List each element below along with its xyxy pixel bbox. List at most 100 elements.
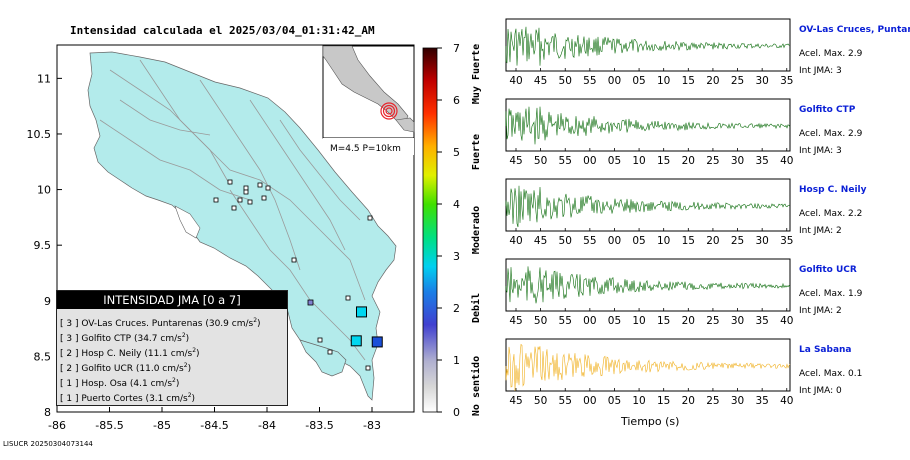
station-intensity: Int JMA: 0 [799, 386, 842, 396]
colorbar-tick-label: 7 [453, 42, 460, 55]
inset-map: M=4.5 P=10km [322, 45, 415, 155]
legend-item: [ 1 ] Puerto Cortes (3.1 cm/s2) [60, 392, 196, 404]
time-tick-label: 00 [583, 315, 596, 327]
time-tick-label: 55 [559, 155, 572, 167]
legend-list: [ 3 ] OV-Las Cruces. Puntarenas (30.9 cm… [57, 313, 287, 404]
colorbar-level-label: No sentido [470, 356, 482, 416]
time-tick-label: 50 [559, 75, 572, 87]
magnitude-label: M=4.5 P=10km [330, 144, 401, 154]
lon-axis: -86 -85.5 -85 -84.5 -84 -83.5 -83 [48, 407, 381, 432]
station-trace: 40 45 50 55 00 05 10 15 20 25 30 35 [505, 178, 793, 247]
time-tick-label: 10 [657, 75, 670, 87]
lat-tick-label: 11 [37, 72, 51, 85]
time-tick-label: 30 [731, 315, 744, 327]
station-trace: 45 50 55 00 05 10 15 20 25 30 35 40 [505, 258, 793, 327]
station-acel: Acel. Max. 0.1 [799, 369, 863, 379]
colorbar-tick-label: 2 [453, 302, 460, 315]
time-tick-label: 15 [657, 315, 670, 327]
intensity-colorbar: 0 1 2 3 4 5 6 7 No sentido Debil Moderado Fuerte Mu… [422, 42, 482, 419]
lat-tick-label: 9.5 [34, 239, 52, 252]
time-tick-label: 40 [509, 75, 522, 87]
time-tick-label: 05 [608, 395, 621, 407]
station-intensity: Int JMA: 3 [799, 66, 842, 76]
time-tick-label: 20 [706, 235, 719, 247]
time-tick-label: 00 [608, 235, 621, 247]
colorbar-tick-label: 5 [453, 146, 460, 159]
station-acel: Acel. Max. 2.9 [799, 49, 863, 59]
time-tick-label: 50 [559, 235, 572, 247]
colorbar-labels: No sentido Debil Moderado Fuerte Muy Fuerte [470, 44, 482, 416]
lon-tick-label: -86 [48, 419, 66, 432]
page-title: Intensidad calculada el 2025/03/04_01:31… [70, 24, 375, 37]
lon-tick-label: -85.5 [95, 419, 123, 432]
lon-tick-label: -84 [258, 419, 276, 432]
station-name: Golfito UCR [799, 265, 857, 275]
time-tick-label: 40 [780, 155, 793, 167]
time-tick-label: 10 [657, 235, 670, 247]
time-tick-label: 55 [559, 395, 572, 407]
legend-item: [ 2 ] Hosp C. Neily (11.1 cm/s2) [60, 347, 200, 359]
time-tick-label: 30 [755, 75, 768, 87]
lat-tick-label: 8.5 [34, 350, 52, 363]
time-tick-label: 55 [583, 75, 596, 87]
station-marker-small [307, 299, 314, 306]
colorbar-level-label: Fuerte [471, 134, 482, 170]
time-tick-label: 55 [583, 235, 596, 247]
xaxis-title: Tiempo (s) [621, 415, 680, 428]
time-tick-label: 50 [534, 315, 547, 327]
legend-item: [ 3 ] Golfito CTP (34.7 cm/s2) [60, 332, 190, 344]
colorbar-tick-label: 3 [453, 250, 460, 263]
time-tick-label: 50 [534, 395, 547, 407]
time-tick-label: 35 [755, 315, 768, 327]
station-name: La Sabana [799, 345, 852, 355]
colorbar-tick-label: 1 [453, 354, 460, 367]
legend-header: INTENSIDAD JMA [0 a 7] [57, 291, 287, 309]
station-intensity: Int JMA: 2 [799, 306, 842, 316]
time-tick-label: 45 [509, 155, 522, 167]
time-tick-label: 25 [731, 235, 744, 247]
roads [99, 59, 366, 361]
station-intensity: Int JMA: 3 [799, 146, 842, 156]
colorbar-level-label: Muy Fuerte [471, 44, 482, 104]
legend-item: [ 1 ] Hosp. Osa (4.1 cm/s2) [60, 377, 180, 389]
lat-tick-label: 8 [44, 406, 51, 419]
time-tick-label: 05 [632, 235, 645, 247]
time-tick-label: 55 [559, 315, 572, 327]
lon-tick-label: -83 [363, 419, 381, 432]
time-tick-label: 40 [780, 315, 793, 327]
time-tick-label: 35 [755, 395, 768, 407]
legend-item: [ 2 ] Golfito UCR (11.0 cm/s2) [60, 362, 192, 374]
time-tick-label: 40 [780, 395, 793, 407]
station-markers [350, 306, 383, 348]
station-name: Golfito CTP [799, 105, 856, 115]
time-tick-label: 10 [632, 155, 645, 167]
time-tick-label: 05 [608, 155, 621, 167]
time-tick-label: 15 [657, 395, 670, 407]
time-tick-label: 15 [682, 75, 695, 87]
station-square-marker [356, 306, 367, 318]
station-square-marker [371, 336, 383, 348]
station-acel: Acel. Max. 2.9 [799, 129, 863, 139]
footer-id: LISUCR 20250304073144 [3, 440, 93, 448]
time-tick-label: 45 [509, 395, 522, 407]
time-tick-label: 45 [534, 235, 547, 247]
colorbar-tick-label: 4 [453, 198, 460, 211]
time-tick-label: 20 [706, 75, 719, 87]
station-name: OV-Las Cruces, Puntar [799, 25, 910, 35]
colorbar-tick-label: 6 [453, 94, 460, 107]
time-tick-label: 30 [731, 155, 744, 167]
time-tick-label: 15 [682, 235, 695, 247]
gulf-nicoya [174, 205, 201, 239]
time-tick-label: 45 [534, 75, 547, 87]
time-tick-label: 35 [780, 75, 793, 87]
station-square-marker [350, 335, 362, 347]
time-tick-label: 20 [682, 155, 695, 167]
time-tick-label: 00 [608, 75, 621, 87]
time-tick-label: 05 [632, 75, 645, 87]
station-acel: Acel. Max. 1.9 [799, 289, 863, 299]
lon-tick-label: -84.5 [200, 419, 228, 432]
colorbar-tick-label: 0 [453, 406, 460, 419]
epicenter-icon [380, 102, 398, 120]
time-tick-label: 20 [682, 395, 695, 407]
time-tick-label: 50 [534, 155, 547, 167]
